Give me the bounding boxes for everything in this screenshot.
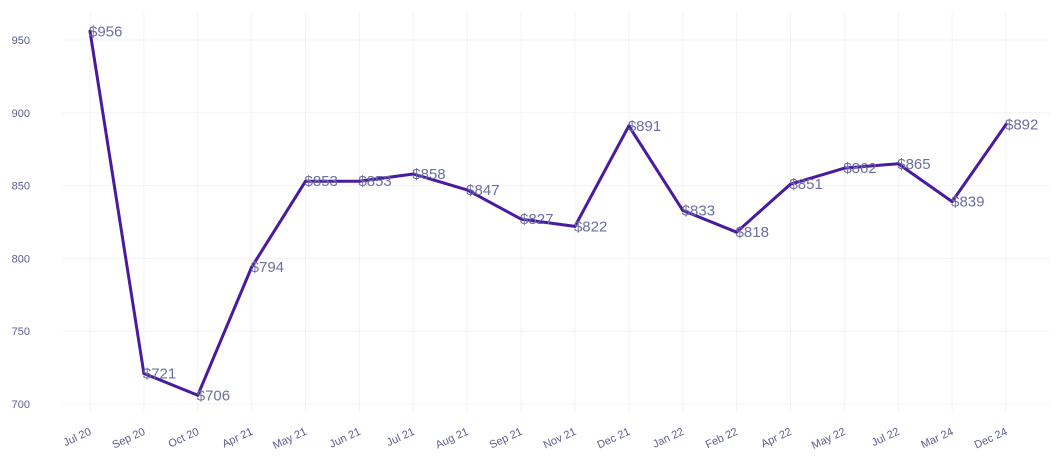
series-lines [88,29,1008,397]
x-tick-label: May 21 [271,426,309,452]
x-tick-label: Sep 21 [488,426,525,452]
data-label: $858 [412,166,445,183]
grid-layer [62,12,1050,412]
data-point [250,265,254,269]
data-point [411,172,415,176]
x-tick-label: Oct 20 [167,426,201,451]
data-point [573,224,577,228]
data-label: $865 [897,156,930,173]
x-tick-label: Sep 20 [110,426,147,452]
x-tick-label: Dec 24 [973,426,1010,452]
y-tick-label: 800 [12,253,30,265]
y-tick-label: 900 [12,108,30,120]
data-label: $956 [89,23,122,40]
x-tick-label: Apr 22 [759,426,793,451]
data-label: $891 [628,118,661,135]
data-point [681,208,685,212]
data-point [1004,122,1008,126]
data-label: $847 [466,182,499,199]
x-tick-label: May 22 [810,426,848,452]
data-point [357,179,361,183]
x-axis-ticks: Jul 20 Sep 20 Oct 20 Apr 21 May 21 Jun 21 Jul … [62,426,1010,452]
y-tick-label: 950 [12,35,30,47]
data-label: $853 [305,173,338,190]
data-point [304,179,308,183]
data-point [142,371,146,375]
series-line [88,29,1008,397]
data-point [735,230,739,234]
y-axis-ticks: 700 750 800 850 900 950 [12,35,30,411]
data-label: $839 [951,194,984,211]
x-tick-label: Aug 21 [434,426,471,452]
data-point [842,166,846,170]
data-label: $851 [789,176,822,193]
data-point [88,29,92,33]
data-point [196,393,200,397]
data-label: $706 [197,387,230,404]
x-tick-label: Feb 22 [704,426,740,451]
data-label: $892 [1005,116,1038,133]
data-label: $721 [143,365,176,382]
x-tick-label: Dec 21 [595,426,632,452]
data-label: $822 [574,218,607,235]
x-tick-label: Jul 21 [385,426,417,449]
data-label: $833 [682,202,715,219]
data-point [519,217,523,221]
x-tick-label: Nov 21 [542,426,579,452]
x-tick-label: Jan 22 [651,426,686,451]
x-tick-label: Jul 20 [62,426,94,449]
data-label: $794 [251,259,284,276]
data-label: $862 [843,160,876,177]
x-tick-label: Jul 22 [870,426,902,449]
y-tick-label: 750 [12,326,30,338]
data-labels: $956 $721 $706 $794 $853 $853 $858 $847 $827 $822… [89,23,1038,404]
y-tick-label: 850 [12,181,30,193]
x-tick-label: Jun 21 [328,426,363,451]
data-point [950,200,954,204]
x-tick-label: Mar 24 [919,426,955,451]
data-point [627,124,631,128]
y-tick-label: 700 [12,399,30,411]
data-point [465,188,469,192]
data-label: $853 [358,173,391,190]
data-label: $827 [520,211,553,228]
data-point [896,162,900,166]
data-point [788,182,792,186]
data-label: $818 [736,224,769,241]
x-tick-label: Apr 21 [220,426,254,451]
